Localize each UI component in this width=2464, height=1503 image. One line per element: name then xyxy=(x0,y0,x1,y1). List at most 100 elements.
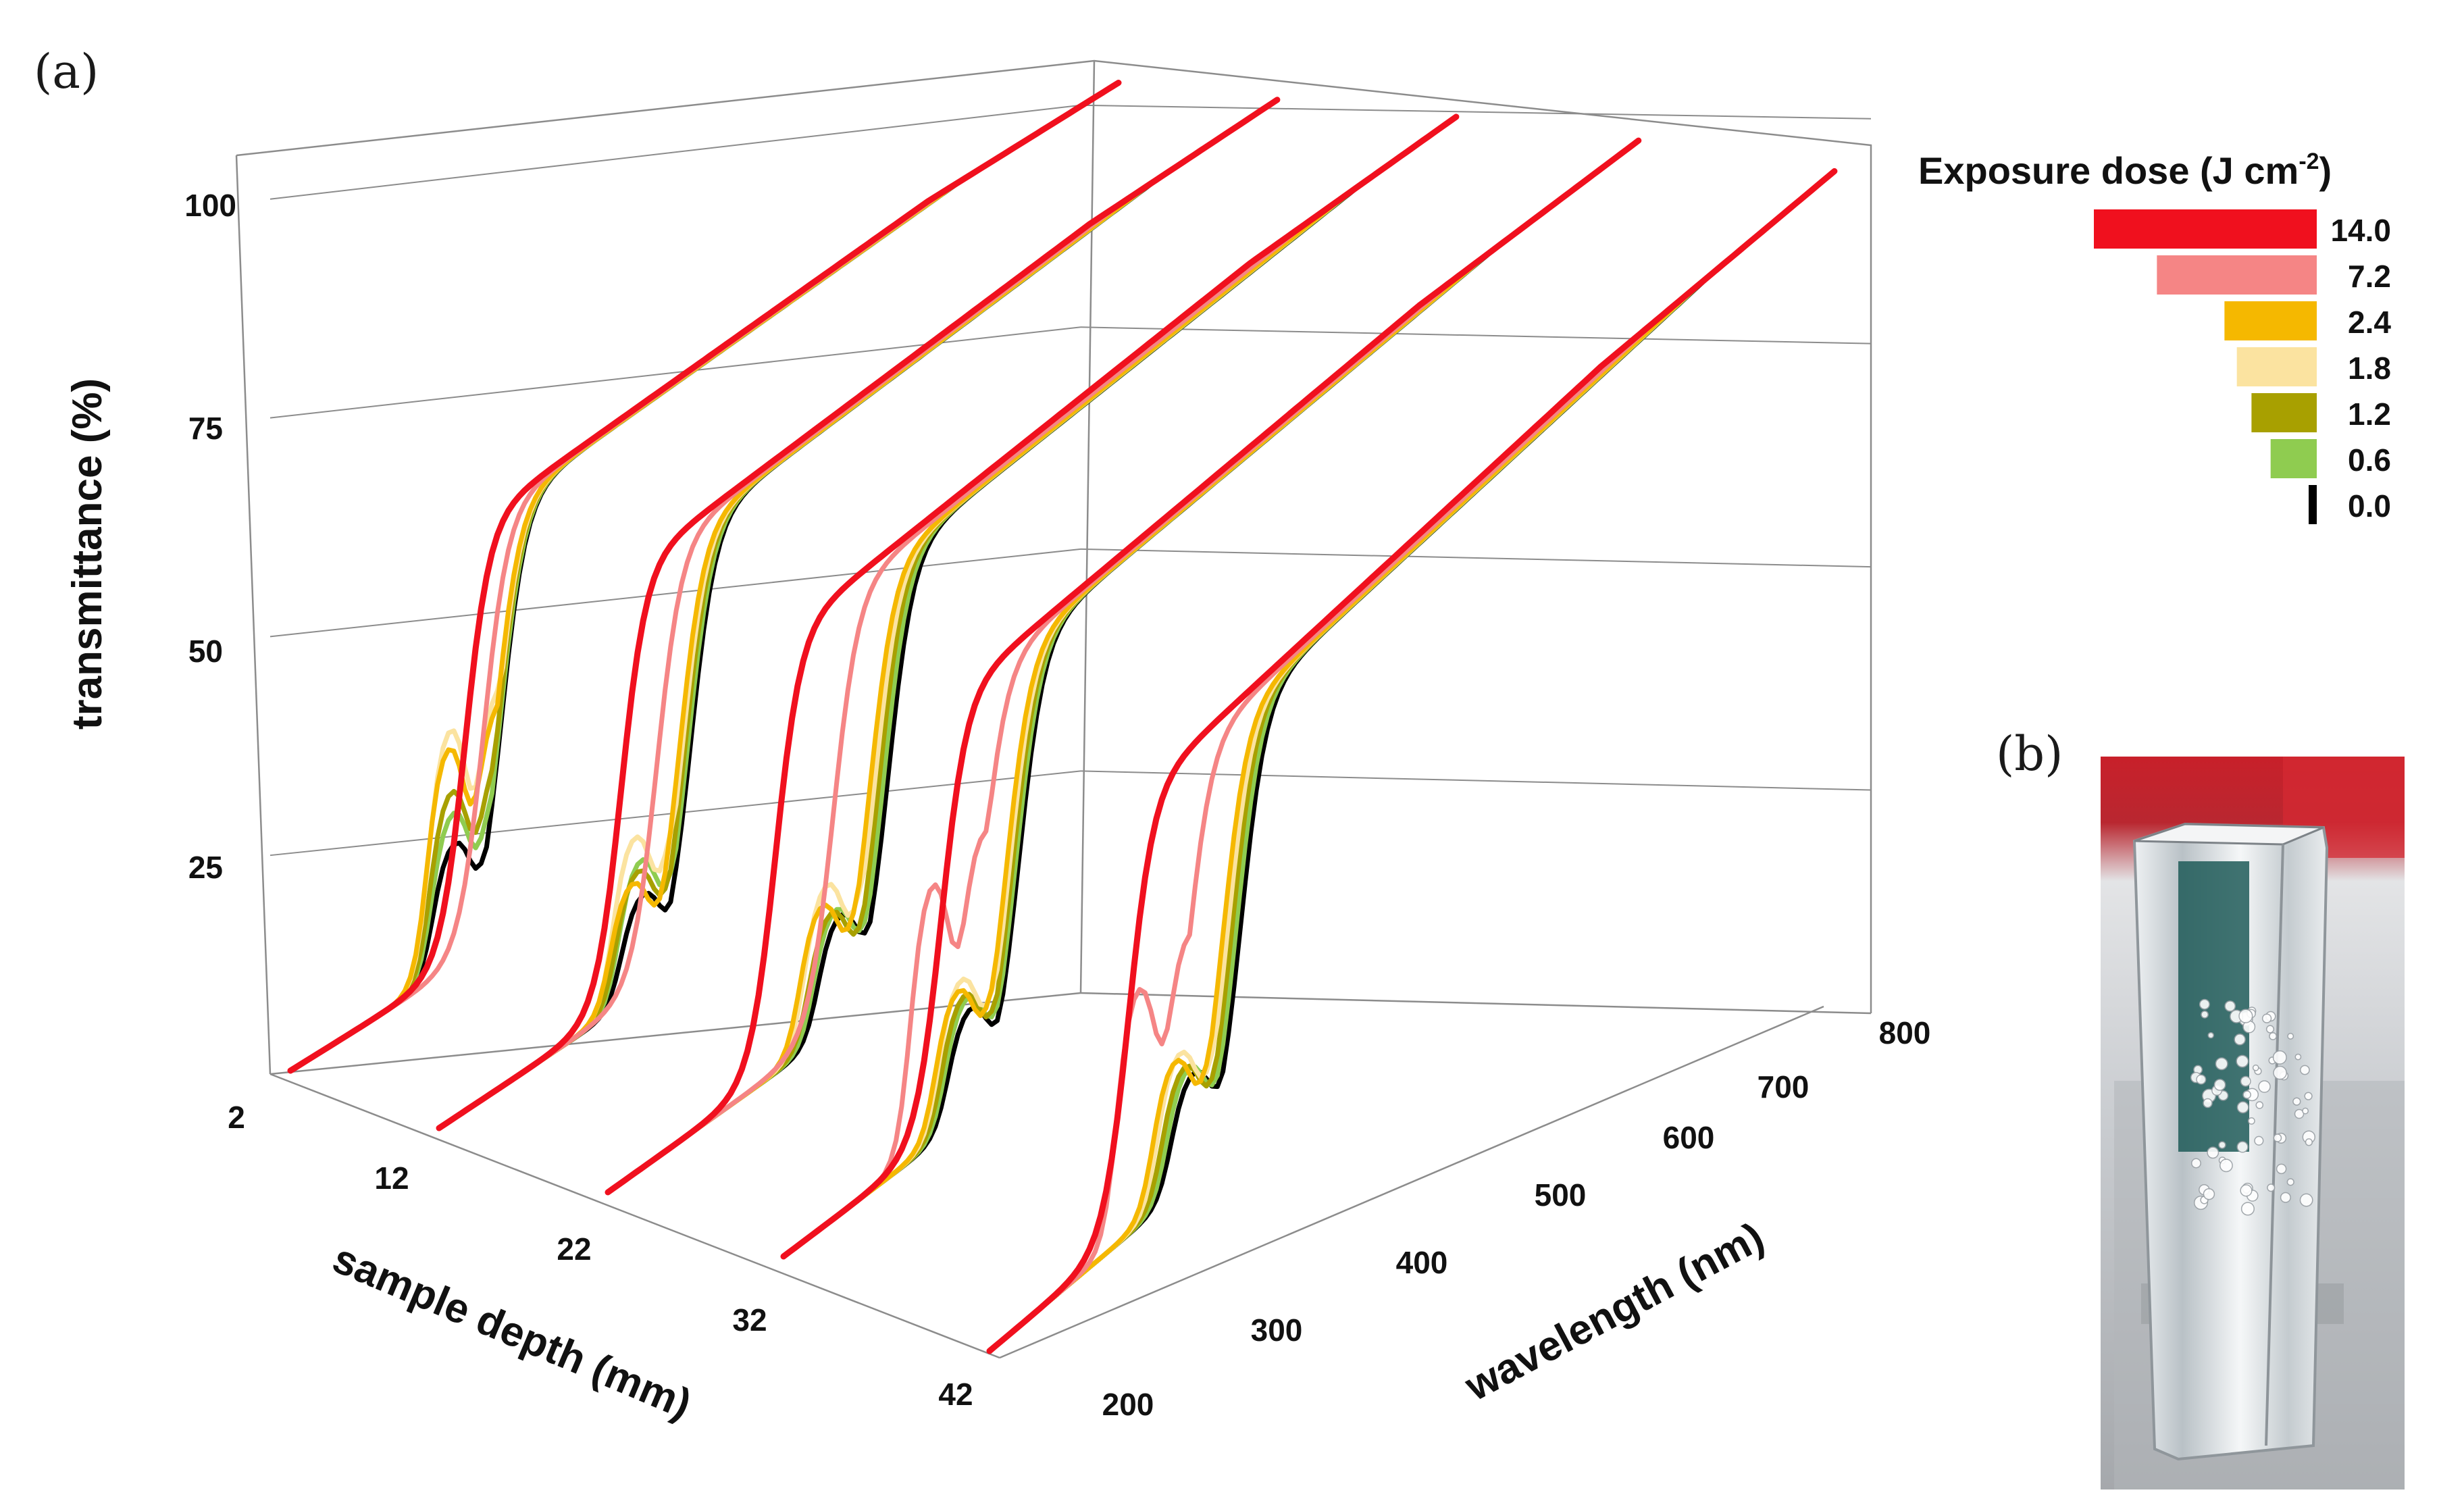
x-tick-600: 600 xyxy=(1663,1120,1715,1155)
y-tick-12: 12 xyxy=(374,1161,409,1196)
legend-title-text: Exposure dose (J cm xyxy=(1918,149,2299,192)
bubble xyxy=(2255,1101,2264,1109)
bubble xyxy=(2207,1146,2219,1159)
bubble xyxy=(2299,1193,2313,1207)
legend-bar-0.6 xyxy=(2270,439,2317,478)
legend-items: 14.0 7.2 2.4 1.8 1.2 0.6 0.0 xyxy=(2094,209,2391,524)
series-line-depth-22-dose-2.4 xyxy=(605,114,1459,1195)
bubble xyxy=(2304,1092,2313,1100)
depth-group-12 xyxy=(436,97,1281,1131)
series-line-depth-42-dose-0.0 xyxy=(987,168,1837,1354)
legend-bar-14.0 xyxy=(2094,209,2317,249)
bubble xyxy=(2234,1034,2246,1046)
grid-line-right-50 xyxy=(1080,548,1872,568)
bubble xyxy=(2218,1141,2226,1149)
bubble xyxy=(2236,1054,2249,1068)
x-tick-700: 700 xyxy=(1757,1069,1810,1104)
bubble xyxy=(2305,1138,2313,1146)
series-line-depth-32-dose-1.2 xyxy=(781,138,1641,1259)
series-layer xyxy=(287,80,1838,1354)
bubble xyxy=(2294,1109,2305,1119)
legend-bar-1.8 xyxy=(2236,347,2317,386)
bubble xyxy=(2276,1163,2287,1175)
frame-wavelength-axis xyxy=(999,1005,1824,1359)
series-line-depth-42-dose-1.8 xyxy=(987,168,1837,1354)
bubble xyxy=(2190,1158,2201,1169)
y-tick-32: 32 xyxy=(732,1302,767,1338)
chart-frame xyxy=(235,59,1872,1359)
bubble xyxy=(2203,1188,2215,1200)
depth-axis: 2 12 22 32 42 sample depth (mm) xyxy=(228,1100,973,1428)
bubble xyxy=(2261,1013,2272,1023)
z-tick-75: 75 xyxy=(188,411,223,446)
legend-title-superscript: -2 xyxy=(2299,149,2319,174)
grid-line-right-100 xyxy=(1080,104,1872,120)
depth-group-22 xyxy=(605,113,1460,1196)
bubble xyxy=(2196,1074,2207,1085)
bubble xyxy=(2280,1192,2291,1203)
legend-label-1.2: 1.2 xyxy=(2348,397,2391,432)
bubble xyxy=(2236,1101,2249,1114)
bubble xyxy=(2273,1065,2287,1080)
bubble xyxy=(2272,1050,2287,1065)
bubble xyxy=(2258,1080,2271,1093)
legend: Exposure dose (J cm-2) 14.0 7.2 2.4 1.8 1.2 0… xyxy=(1918,149,2391,524)
bubble xyxy=(2215,1057,2228,1071)
z-tick-25: 25 xyxy=(188,850,223,885)
panel-a-label: (a) xyxy=(34,44,99,99)
depth-group-42 xyxy=(986,168,1838,1354)
bubble xyxy=(2213,1079,2226,1091)
legend-label-14.0: 14.0 xyxy=(2330,213,2391,248)
grid-line-right-75 xyxy=(1080,326,1872,345)
grid-line-back-100 xyxy=(270,104,1081,200)
bubble xyxy=(2273,1133,2282,1142)
x-axis-title: wavelength (nm) xyxy=(1457,1214,1771,1410)
series-line-depth-32-dose-1.8 xyxy=(781,138,1641,1259)
grid-line-right-25 xyxy=(1080,770,1872,791)
series-line-depth-32-dose-0.6 xyxy=(781,138,1641,1259)
x-tick-800: 800 xyxy=(1879,1015,1931,1050)
series-line-depth-22-dose-1.8 xyxy=(605,114,1459,1195)
series-line-depth-42-dose-14.0 xyxy=(986,168,1838,1354)
series-line-depth-22-dose-14.0 xyxy=(605,113,1460,1196)
grid-line-back-75 xyxy=(270,326,1081,419)
cuvette-top xyxy=(2134,823,2324,846)
frame-back-top xyxy=(236,59,1872,1013)
z-tick-50: 50 xyxy=(188,634,223,669)
x-tick-300: 300 xyxy=(1251,1313,1303,1348)
transmittance-axis: 25 50 75 100 transmittance (%) xyxy=(64,188,236,885)
x-tick-400: 400 xyxy=(1396,1245,1448,1280)
legend-label-0.0: 0.0 xyxy=(2348,488,2391,524)
series-line-depth-42-dose-1.2 xyxy=(987,168,1837,1354)
legend-label-7.2: 7.2 xyxy=(2348,259,2391,294)
panel-b-label: (b) xyxy=(1996,726,2063,782)
y-tick-22: 22 xyxy=(557,1231,591,1267)
legend-bar-2.4 xyxy=(2224,301,2317,340)
legend-bar-7.2 xyxy=(2157,255,2317,295)
frame-left-vertical xyxy=(235,155,272,1075)
cuvette-edge xyxy=(2265,844,2284,1446)
legend-bar-0.0 xyxy=(2309,485,2317,524)
bubble xyxy=(2238,1009,2253,1023)
bubble xyxy=(2247,1117,2255,1125)
depth-group-32 xyxy=(780,137,1642,1260)
bubble xyxy=(2269,1031,2278,1040)
bubble xyxy=(2240,1075,2251,1087)
x-tick-500: 500 xyxy=(1535,1177,1587,1213)
bubble xyxy=(2199,998,2210,1010)
series-line-depth-32-dose-14.0 xyxy=(780,137,1642,1260)
legend-label-2.4: 2.4 xyxy=(2348,305,2391,340)
bubble xyxy=(2287,1033,2294,1040)
series-line-depth-22-dose-0.6 xyxy=(605,114,1459,1195)
series-line-depth-42-dose-2.4 xyxy=(987,168,1837,1354)
series-line-depth-32-dose-7.2 xyxy=(781,138,1641,1259)
series-line-depth-42-dose-0.6 xyxy=(987,168,1837,1354)
bubble xyxy=(2294,1053,2302,1061)
bubble xyxy=(2224,1000,2236,1012)
bubble xyxy=(2252,1064,2259,1071)
legend-label-1.8: 1.8 xyxy=(2348,351,2391,386)
bubble xyxy=(2302,1107,2309,1115)
x-tick-200: 200 xyxy=(1102,1387,1154,1422)
bubble xyxy=(2292,1097,2301,1106)
